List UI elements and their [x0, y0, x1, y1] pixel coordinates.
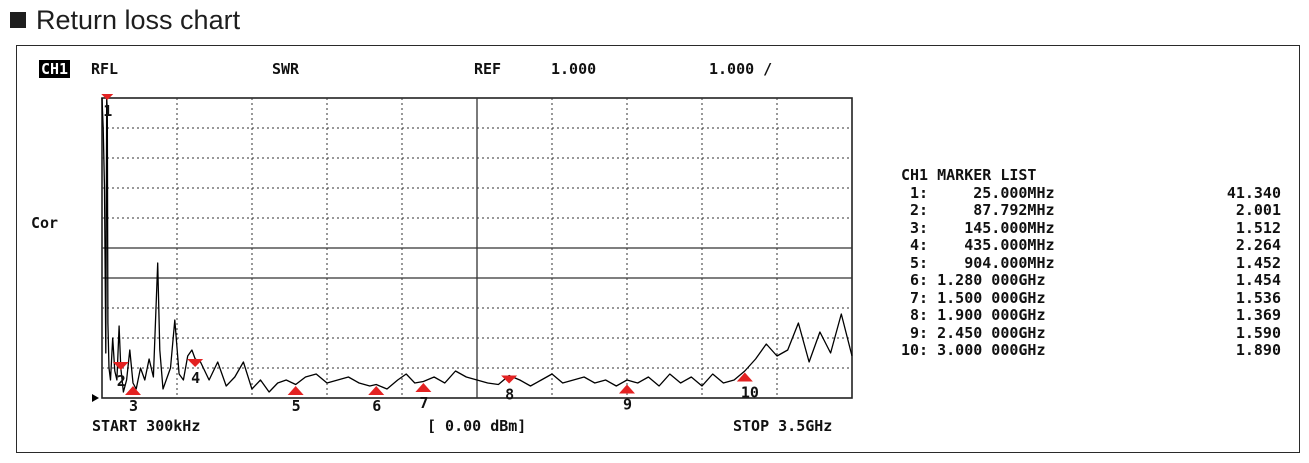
- marker-list-title: CH1 MARKER LIST: [901, 166, 1037, 184]
- marker-number: 4: [191, 369, 200, 387]
- ref-label: REF: [474, 60, 502, 78]
- ref-value: 1.000: [551, 60, 597, 78]
- marker-number: 7: [419, 394, 428, 412]
- marker-number: 10: [741, 384, 759, 402]
- marker-frequency: 8: 1.900 000GHz: [901, 306, 1046, 324]
- marker-list-row: 10: 3.000 000GHz 1.890: [901, 341, 1281, 360]
- marker-frequency: 4: 435.000MHz: [901, 236, 1055, 254]
- marker-value: 2.001: [1235, 201, 1281, 219]
- marker-list-row: 3: 145.000MHz 1.512: [901, 218, 1281, 238]
- stop-frequency: STOP 3.5GHz: [733, 417, 833, 435]
- correction-label: Cor: [31, 214, 59, 232]
- marker-frequency: 9: 2.450 000GHz: [901, 323, 1046, 342]
- marker-triangle: [736, 372, 753, 382]
- plot-area: 1 2 3 4 5 6 7 8 9 10: [84, 92, 864, 417]
- marker-triangle: [112, 362, 129, 370]
- marker-list-row: 6: 1.280 000GHz 1.454: [901, 271, 1281, 290]
- mode-label: RFL: [91, 60, 119, 78]
- marker-value: 1.369: [1235, 306, 1281, 324]
- marker-triangle: [187, 359, 204, 367]
- channel-badge: CH1: [39, 60, 71, 78]
- marker-triangle: [287, 386, 304, 395]
- format-label: SWR: [272, 60, 300, 78]
- marker-list-row: 7: 1.500 000GHz 1.536: [901, 288, 1281, 308]
- marker-number: 6: [372, 397, 381, 412]
- swr-trace: [101, 97, 853, 393]
- marker-value: 1.452: [1235, 253, 1281, 272]
- page-title-text: Return loss chart: [36, 4, 241, 35]
- marker-list-row: 1: 25.000MHz 41.340: [901, 183, 1281, 203]
- marker-value: 1.890: [1235, 341, 1281, 359]
- marker-value: 1.536: [1235, 288, 1281, 307]
- marker-triangle: [368, 386, 385, 395]
- marker-frequency: 6: 1.280 000GHz: [901, 271, 1046, 289]
- marker-number: 8: [505, 386, 514, 404]
- marker-number: 3: [129, 397, 138, 412]
- reference-arrow-icon: [92, 394, 99, 402]
- marker-number: 5: [292, 397, 301, 412]
- marker-frequency: 7: 1.500 000GHz: [901, 288, 1046, 307]
- marker-number: 1: [103, 102, 112, 120]
- marker-value: 1.512: [1235, 218, 1281, 237]
- marker-value: 2.264: [1235, 236, 1281, 254]
- marker-list-row: 9: 2.450 000GHz 1.590: [901, 323, 1281, 343]
- marker-number: 9: [623, 396, 632, 413]
- marker-value: 1.590: [1235, 323, 1281, 342]
- marker-triangle: [415, 383, 432, 392]
- marker-triangle: [125, 386, 142, 395]
- marker-triangle: [618, 384, 635, 394]
- marker-value: 41.340: [1226, 183, 1281, 202]
- page-title: Return loss chart: [10, 0, 240, 40]
- power-level: [ 0.00 dBm]: [427, 417, 527, 435]
- square-bullet-icon: [10, 12, 26, 28]
- marker-triangle: [501, 375, 518, 384]
- marker-triangle: [99, 92, 116, 100]
- marker-number: 2: [117, 372, 126, 390]
- marker-list-row: 8: 1.900 000GHz 1.369: [901, 306, 1281, 325]
- marker-frequency: 10: 3.000 000GHz: [901, 341, 1046, 359]
- marker-frequency: 3: 145.000MHz: [901, 218, 1055, 237]
- marker-list: CH1 MARKER LIST 1: 25.000MHz 41.340 2: 87…: [901, 166, 1281, 360]
- marker-list-row: 5: 904.000MHz 1.452: [901, 253, 1281, 273]
- marker-frequency: 1: 25.000MHz: [901, 183, 1055, 202]
- scale-label: 1.000 /: [709, 60, 773, 78]
- marker-frequency: 2: 87.792MHz: [901, 201, 1055, 219]
- marker-frequency: 5: 904.000MHz: [901, 253, 1055, 272]
- start-frequency: START 300kHz: [92, 417, 201, 435]
- marker-list-row: 4: 435.000MHz 2.264: [901, 236, 1281, 255]
- marker-value: 1.454: [1235, 271, 1281, 289]
- marker-list-row: 2: 87.792MHz 2.001: [901, 201, 1281, 220]
